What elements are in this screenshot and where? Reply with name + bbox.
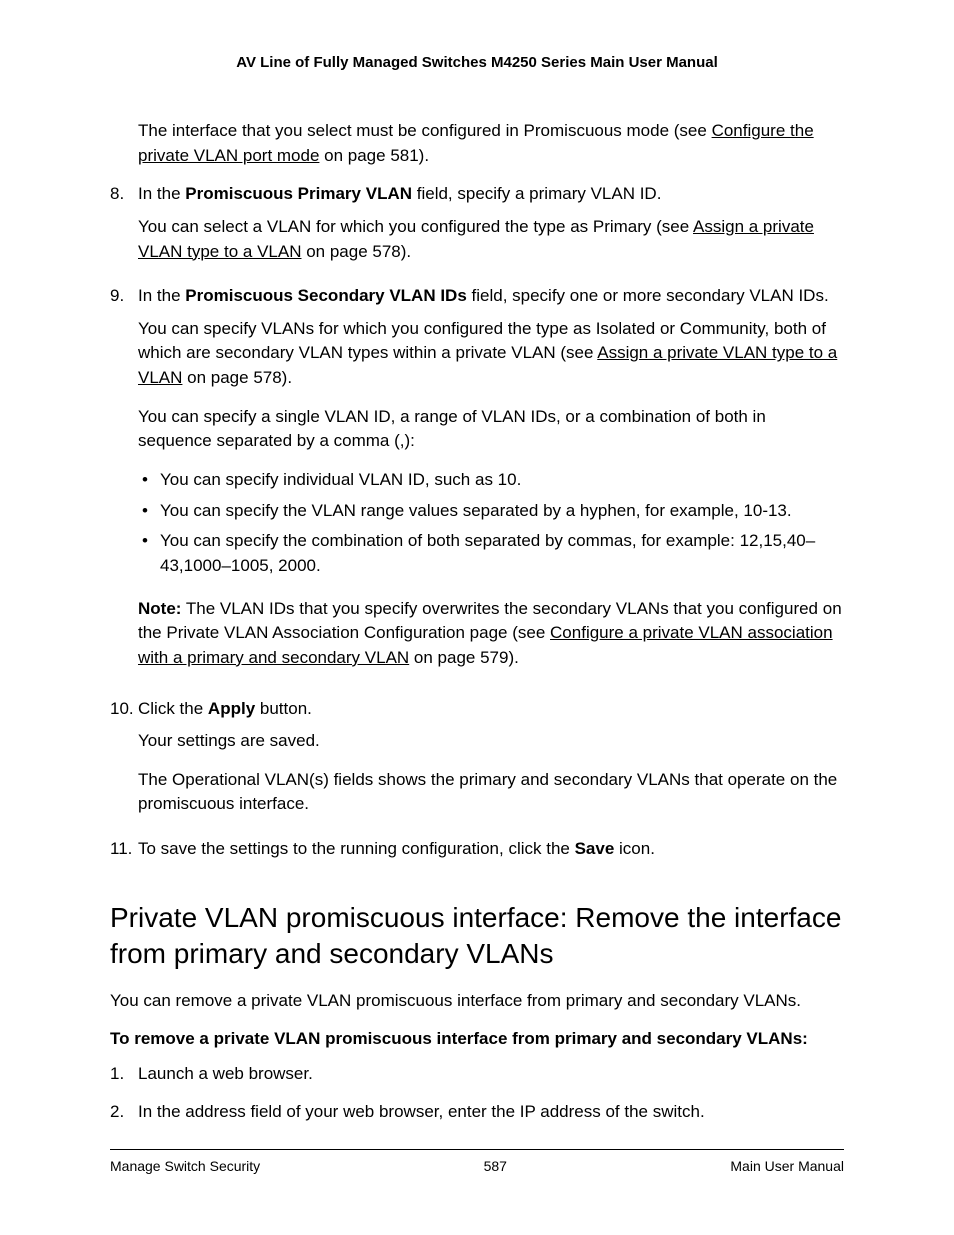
- bold-term: Apply: [208, 699, 255, 718]
- step-8: 8. In the Promiscuous Primary VLAN field…: [110, 182, 844, 278]
- intro-block: The interface that you select must be co…: [138, 119, 844, 168]
- step-number: 2.: [110, 1100, 138, 1133]
- step-8-lead: In the Promiscuous Primary VLAN field, s…: [138, 182, 844, 207]
- step-9-note: Note: The VLAN IDs that you specify over…: [138, 597, 844, 671]
- footer-rule: [110, 1149, 844, 1150]
- text: In the: [138, 184, 185, 203]
- intro-text-pre: The interface that you select must be co…: [138, 121, 712, 140]
- text: You can select a VLAN for which you conf…: [138, 217, 693, 236]
- step-number: 9.: [110, 284, 138, 690]
- section-step-2: 2. In the address field of your web brow…: [110, 1100, 844, 1133]
- page-footer: Manage Switch Security 587 Main User Man…: [110, 1158, 844, 1174]
- step-11-lead: To save the settings to the running conf…: [138, 837, 844, 862]
- step-9-bullets: You can specify individual VLAN ID, such…: [138, 468, 844, 579]
- step-body: To save the settings to the running conf…: [138, 837, 844, 870]
- text: on page 579).: [409, 648, 519, 667]
- text: To save the settings to the running conf…: [138, 839, 575, 858]
- step-number: 10.: [110, 697, 138, 832]
- bullet-item: You can specify the combination of both …: [138, 529, 844, 578]
- step-10-lead: Click the Apply button.: [138, 697, 844, 722]
- step-body: In the Promiscuous Primary VLAN field, s…: [138, 182, 844, 278]
- text: Click the: [138, 699, 208, 718]
- text: field, specify one or more secondary VLA…: [467, 286, 829, 305]
- step-body: Launch a web browser.: [138, 1062, 844, 1095]
- footer-right: Main User Manual: [730, 1158, 844, 1174]
- task-heading: To remove a private VLAN promiscuous int…: [110, 1027, 844, 1052]
- bold-term: Save: [575, 839, 615, 858]
- footer-left: Manage Switch Security: [110, 1158, 260, 1174]
- bold-term: Promiscuous Primary VLAN: [185, 184, 412, 203]
- step-10-sub1: Your settings are saved.: [138, 729, 844, 754]
- section-heading: Private VLAN promiscuous interface: Remo…: [110, 900, 844, 973]
- bullet-item: You can specify the VLAN range values se…: [138, 499, 844, 524]
- step-9-sub1: You can specify VLANs for which you conf…: [138, 317, 844, 391]
- section-step-1-text: Launch a web browser.: [138, 1062, 844, 1087]
- text: In the: [138, 286, 185, 305]
- step-number: 8.: [110, 182, 138, 278]
- document-header: AV Line of Fully Managed Switches M4250 …: [110, 54, 844, 71]
- footer-page-number: 587: [484, 1158, 507, 1174]
- step-number: 11.: [110, 837, 138, 870]
- intro-paragraph: The interface that you select must be co…: [138, 119, 844, 168]
- step-body: In the address field of your web browser…: [138, 1100, 844, 1133]
- step-8-sub: You can select a VLAN for which you conf…: [138, 215, 844, 264]
- step-10: 10. Click the Apply button. Your setting…: [110, 697, 844, 832]
- step-11: 11. To save the settings to the running …: [110, 837, 844, 870]
- section-step-1: 1. Launch a web browser.: [110, 1062, 844, 1095]
- bold-term: Promiscuous Secondary VLAN IDs: [185, 286, 467, 305]
- step-10-sub2: The Operational VLAN(s) fields shows the…: [138, 768, 844, 817]
- step-body: Click the Apply button. Your settings ar…: [138, 697, 844, 832]
- step-9: 9. In the Promiscuous Secondary VLAN IDs…: [110, 284, 844, 690]
- bullet-item: You can specify individual VLAN ID, such…: [138, 468, 844, 493]
- page: AV Line of Fully Managed Switches M4250 …: [0, 0, 954, 1235]
- section-intro: You can remove a private VLAN promiscuou…: [110, 989, 844, 1014]
- step-9-lead: In the Promiscuous Secondary VLAN IDs fi…: [138, 284, 844, 309]
- text: on page 578).: [182, 368, 292, 387]
- text: on page 578).: [301, 242, 411, 261]
- section-step-2-text: In the address field of your web browser…: [138, 1100, 844, 1125]
- step-number: 1.: [110, 1062, 138, 1095]
- intro-text-post: on page 581).: [319, 146, 429, 165]
- note-label: Note:: [138, 599, 181, 618]
- step-9-sub2: You can specify a single VLAN ID, a rang…: [138, 405, 844, 454]
- text: icon.: [614, 839, 655, 858]
- text: field, specify a primary VLAN ID.: [412, 184, 661, 203]
- step-body: In the Promiscuous Secondary VLAN IDs fi…: [138, 284, 844, 690]
- text: button.: [255, 699, 312, 718]
